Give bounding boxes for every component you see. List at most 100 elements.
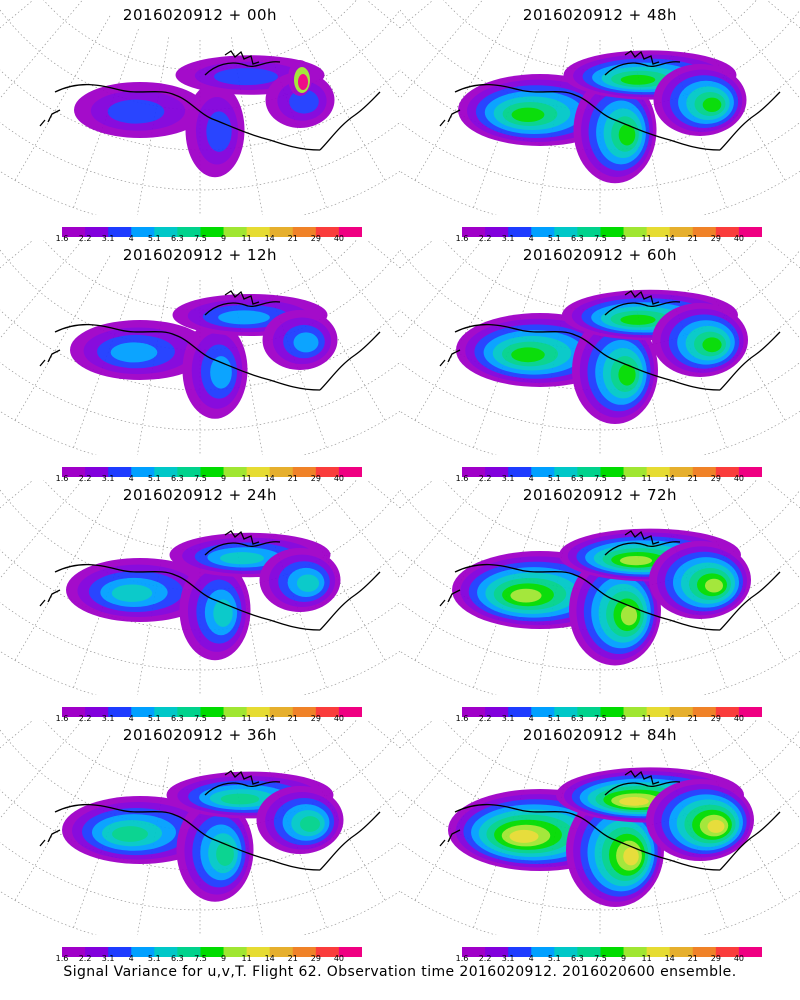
colorbar-swatch [292, 707, 317, 717]
colorbar-swatch [223, 467, 248, 477]
colorbar-swatch [131, 707, 155, 717]
colorbar-label: 2.2 [78, 234, 92, 243]
colorbar-label: 9 [620, 714, 627, 723]
colorbar-swatch [738, 707, 763, 717]
colorbar-swatch [200, 467, 225, 477]
colorbar-swatch [669, 947, 694, 957]
colorbar: 1.6 2.2 3.1 4 5.1 6.3 7.5 9 11 14 21 29 40 [456, 222, 763, 243]
graticule [0, 0, 400, 215]
colorbar-label: 5.1 [547, 714, 561, 723]
colorbar-swatch [200, 707, 225, 717]
colorbar-swatch [508, 227, 532, 237]
colorbar-swatch [62, 707, 86, 717]
colorbar-label: 29 [310, 954, 321, 963]
colorbar: 1.6 2.2 3.1 4 5.1 6.3 7.5 9 11 14 21 29 40 [56, 462, 363, 483]
colorbar-label: 2.2 [478, 714, 492, 723]
colorbar-swatch [646, 707, 671, 717]
colorbar-swatch [338, 467, 363, 477]
colorbar-swatch [554, 707, 578, 717]
colorbar-label: 3.1 [501, 954, 515, 963]
polar-map [400, 240, 800, 455]
colorbar-swatch [508, 947, 532, 957]
colorbar-label: 1.6 [455, 954, 469, 963]
colorbar-swatch [669, 707, 694, 717]
colorbar-swatch [531, 227, 555, 237]
colorbar-label: 2.2 [78, 474, 92, 483]
colorbar-label: 14 [264, 234, 275, 243]
colorbar-swatch [292, 947, 317, 957]
colorbar-label: 21 [287, 234, 298, 243]
colorbar-swatch [154, 947, 178, 957]
colorbar-label: 21 [687, 474, 698, 483]
colorbar-label: 14 [664, 954, 675, 963]
colorbar-swatch [131, 947, 155, 957]
colorbar-swatches [62, 947, 363, 957]
colorbar-label: 5.1 [547, 474, 561, 483]
colorbar-label: 6.3 [171, 474, 184, 483]
colorbar-swatch [338, 227, 363, 237]
colorbar-swatch [200, 947, 225, 957]
map-panel-12h: 2016020912 + 12h 1.6 2.2 3.1 4 5.1 6.3 7.5 9 11 14… [0, 240, 400, 483]
variance-field [456, 289, 748, 424]
colorbar-swatch [246, 467, 271, 477]
colorbar-swatch [246, 947, 271, 957]
colorbar-label: 40 [733, 714, 745, 723]
colorbar-swatch [223, 707, 248, 717]
colorbar-swatch [600, 227, 625, 237]
colorbar-label: 14 [664, 474, 675, 483]
colorbar-label: 3.1 [101, 474, 115, 483]
colorbar-label: 11 [241, 714, 252, 723]
colorbar-swatch [577, 467, 601, 477]
colorbar-swatch [177, 947, 201, 957]
colorbar-swatch [485, 707, 509, 717]
graticule [400, 720, 800, 935]
colorbar-label: 6.3 [571, 954, 584, 963]
polar-map [400, 0, 800, 215]
colorbar-swatch [600, 707, 625, 717]
colorbar-swatches [462, 947, 763, 957]
colorbar-label: 7.5 [594, 714, 607, 723]
variance-field [452, 528, 751, 666]
colorbar-swatch [154, 707, 178, 717]
polar-map [0, 240, 400, 455]
colorbar-swatch [692, 227, 717, 237]
colorbar-swatch [85, 467, 109, 477]
colorbar-swatch [108, 947, 132, 957]
figure-caption: Signal Variance for u,v,T. Flight 62. Ob… [63, 964, 737, 980]
colorbar-label: 7.5 [194, 474, 207, 483]
colorbar-swatches [462, 227, 763, 237]
colorbar-swatch [462, 947, 486, 957]
colorbar-swatch [292, 467, 317, 477]
colorbar-label: 40 [733, 954, 745, 963]
colorbar-label: 29 [710, 234, 721, 243]
colorbar-label: 40 [333, 714, 345, 723]
colorbar-label: 40 [333, 954, 345, 963]
colorbar-swatches [462, 707, 763, 717]
map-panel-24h: 2016020912 + 24h 1.6 2.2 3.1 4 5.1 6.3 7.5 9 11 14… [0, 480, 400, 723]
colorbar-label: 14 [264, 954, 275, 963]
colorbar-swatch [223, 227, 248, 237]
colorbar-label: 2.2 [478, 954, 492, 963]
colorbar-label: 11 [241, 474, 252, 483]
panel-title: 2016020912 + 36h [122, 726, 278, 744]
colorbar-label: 7.5 [194, 714, 207, 723]
colorbar-label: 7.5 [594, 954, 607, 963]
colorbar-label: 29 [310, 234, 321, 243]
colorbar-label: 9 [220, 474, 227, 483]
colorbar-swatch [600, 467, 625, 477]
colorbar-swatch [108, 467, 132, 477]
colorbar-label: 21 [687, 714, 698, 723]
colorbar-label: 9 [220, 234, 227, 243]
colorbar-label: 40 [333, 234, 345, 243]
colorbar-swatch [623, 707, 648, 717]
colorbar-label: 4 [128, 714, 134, 723]
coastlines [39, 770, 381, 871]
graticule [400, 480, 800, 695]
colorbar-label: 1.6 [455, 474, 469, 483]
colorbar-swatch [223, 947, 248, 957]
polar-map [0, 480, 400, 695]
colorbar-label: 29 [310, 474, 321, 483]
colorbar-swatch [508, 707, 532, 717]
coastlines [439, 770, 781, 871]
colorbar-swatch [577, 227, 601, 237]
